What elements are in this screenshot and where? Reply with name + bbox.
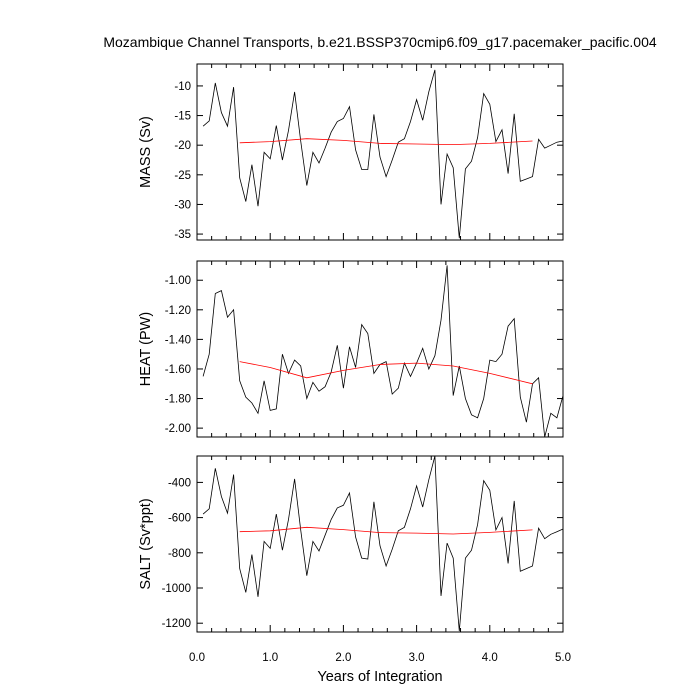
panel-frame	[196, 260, 564, 438]
y-tick-label: -800	[168, 548, 191, 560]
y-tick-label: -1.60	[165, 364, 191, 376]
y-tick-label: -1.00	[165, 275, 191, 287]
panels: -35 -30 -25 -20 -15 -10 MASS (Sv) -2.00 -1.80 -1.…	[138, 63, 571, 664]
panel-2: -2.00 -1.80 -1.60 -1.40 -1.20 -1.00 HEAT (PW)	[138, 260, 564, 438]
y-tick-label: -1000	[162, 583, 191, 595]
series-line	[202, 69, 564, 239]
y-axis-label: SALT (Sv*ppt)	[138, 498, 154, 589]
x-axis-label: Years of Integration	[317, 669, 442, 685]
x-tick-label: 1.0	[262, 652, 278, 664]
smoothed-series-line	[239, 526, 533, 535]
y-tick-label: -2.00	[165, 423, 191, 435]
series-line	[202, 265, 564, 438]
y-tick-label: -1.40	[165, 334, 191, 346]
y-tick-label: -400	[168, 477, 191, 489]
y-tick-label: -15	[174, 111, 191, 123]
smoothed-series-line	[239, 361, 533, 385]
y-tick-label: -600	[168, 513, 191, 525]
y-tick-label: -30	[174, 199, 191, 211]
smoothed-series-line	[239, 138, 533, 146]
y-tick-label: -1200	[162, 618, 191, 630]
panel-frame	[196, 63, 564, 241]
y-tick-label: -1.80	[165, 394, 191, 406]
x-tick-label: 4.0	[482, 652, 498, 664]
y-axis-label: HEAT (PW)	[138, 312, 154, 386]
series-line	[202, 455, 564, 632]
y-tick-label: -25	[174, 170, 191, 182]
y-axis-label: MASS (Sv)	[138, 116, 154, 188]
y-tick-label: -35	[174, 229, 191, 241]
chart-title: Mozambique Channel Transports, b.e21.BSS…	[103, 34, 657, 50]
x-tick-label: 3.0	[409, 652, 425, 664]
y-tick-label: -20	[174, 140, 191, 152]
panel-3: -1200 -1000 -800 -600 -400 SALT (Sv*ppt) 0.0 1.…	[138, 455, 571, 664]
panel-1: -35 -30 -25 -20 -15 -10 MASS (Sv)	[138, 63, 564, 241]
x-tick-label: 0.0	[189, 652, 205, 664]
y-tick-label: -1.20	[165, 305, 191, 317]
y-tick-label: -10	[174, 81, 191, 93]
panel-frame	[196, 455, 564, 633]
x-tick-label: 5.0	[555, 652, 571, 664]
x-tick-label: 2.0	[335, 652, 351, 664]
